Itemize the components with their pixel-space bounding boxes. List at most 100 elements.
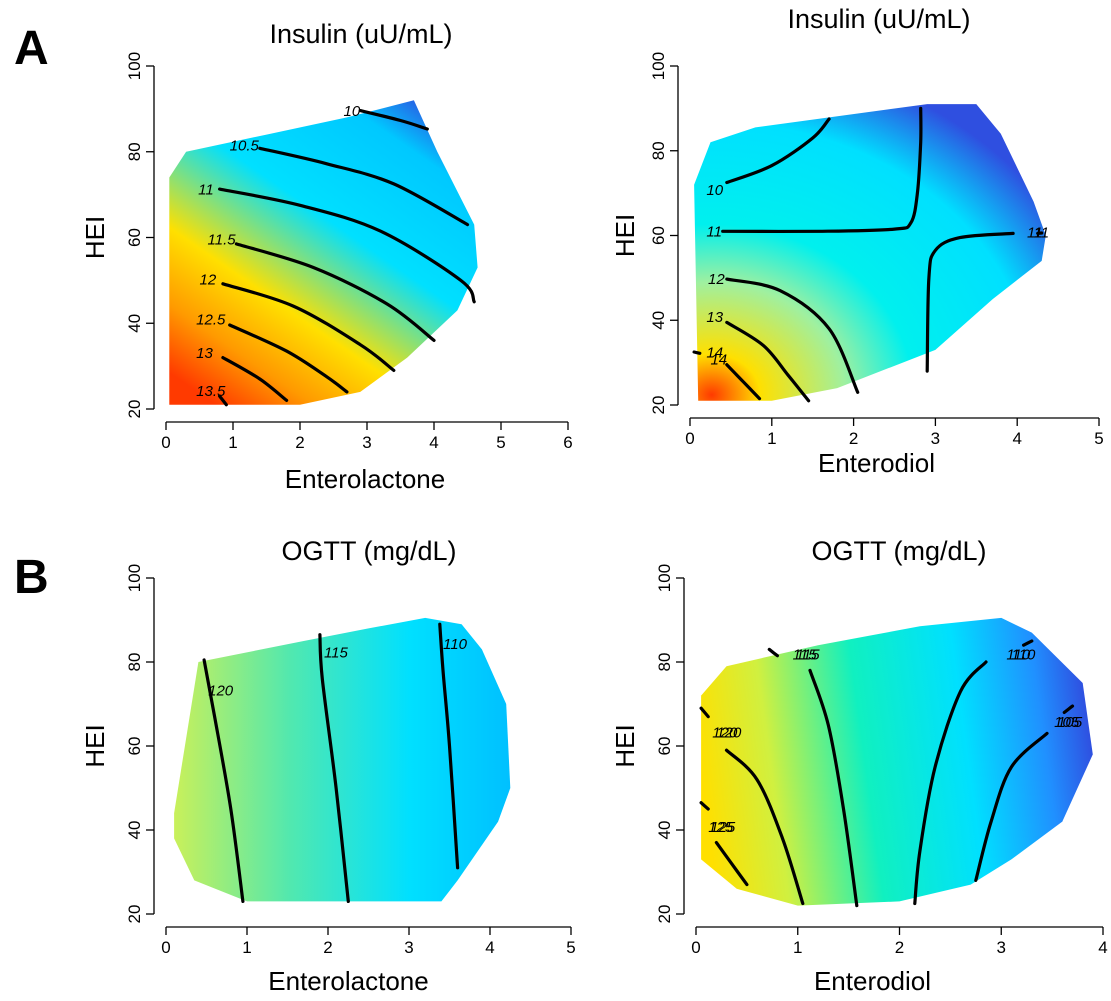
y-tick-label: 40: [125, 821, 144, 840]
y-tick-label: 80: [125, 142, 144, 161]
x-tick-label: 2: [323, 938, 332, 957]
contour-label: 125: [710, 819, 736, 836]
contour-line: [721, 106, 923, 234]
chart-3: 120 115 110 0 1 2 3 4 5 20 40 60 80 100 OGTT (mg/dL) En…: [80, 536, 576, 996]
contour-label: 110: [443, 636, 468, 653]
y-tick-label: 60: [655, 737, 674, 756]
y-tick-label: 60: [125, 228, 144, 247]
contour-line: [202, 658, 245, 903]
y-axis-label: HEI: [610, 724, 640, 767]
x-tick-label: 0: [161, 938, 170, 957]
y-tick-label: 80: [655, 653, 674, 672]
contour-label: 11: [706, 224, 722, 241]
contour-label: 13: [196, 345, 213, 362]
contour-label: 120: [712, 724, 738, 741]
y-tick-label: 80: [649, 141, 668, 160]
contour-label: 14: [706, 344, 723, 361]
x-tick-label: 0: [691, 938, 700, 957]
x-tick-label: 0: [685, 429, 694, 448]
contour-label: 11: [1027, 224, 1043, 241]
x-tick-label: 6: [563, 433, 572, 452]
contour-label: 120: [208, 682, 234, 699]
x-tick-label: 1: [228, 433, 237, 452]
contour-label: 120: [716, 724, 742, 741]
contour-line: [358, 109, 429, 131]
x-tick-label: 1: [767, 429, 776, 448]
x-tick-label: 4: [485, 938, 494, 957]
x-tick-label: 0: [161, 433, 170, 452]
contour-line: [228, 323, 349, 394]
x-tick-label: 2: [295, 433, 304, 452]
contour-label: 110: [1011, 647, 1036, 664]
chart-title: Insulin (uU/mL): [269, 19, 452, 49]
chart-title: OGTT (mg/dL): [811, 536, 986, 566]
chart-title: OGTT (mg/dL): [281, 536, 456, 566]
contour-label: 115: [793, 647, 818, 664]
contour-line: [1022, 639, 1034, 647]
contour-line: [714, 841, 749, 887]
x-tick-label: 1: [793, 938, 802, 957]
contour-line: [318, 633, 350, 903]
x-tick-label: 1: [242, 938, 251, 957]
contour-line: [438, 622, 460, 870]
contour-line: [699, 706, 710, 719]
heatmap-region: [169, 100, 478, 405]
x-axis-label: Enterolactone: [268, 966, 428, 996]
contour-label: 12.5: [196, 312, 226, 329]
x-tick-label: 2: [895, 938, 904, 957]
x-axis-label: Enterodiol: [818, 448, 935, 478]
x-tick-label: 4: [429, 433, 438, 452]
contour-label: 13.5: [196, 383, 226, 400]
contour-line: [724, 748, 805, 906]
y-axis-label: HEI: [80, 724, 110, 767]
heatmap-region: [694, 104, 1046, 401]
contour-label: 115: [324, 645, 349, 662]
y-tick-label: 20: [649, 396, 668, 415]
x-tick-label: 5: [496, 433, 505, 452]
y-tick-label: 60: [649, 226, 668, 245]
x-tick-label: 4: [1012, 429, 1021, 448]
y-tick-label: 100: [125, 52, 144, 80]
x-tick-label: 4: [1098, 938, 1107, 957]
y-tick-label: 40: [655, 821, 674, 840]
contour-line: [218, 187, 476, 304]
contour-label: 11.5: [208, 231, 237, 248]
contour-line: [767, 647, 779, 658]
contour-label: 115: [796, 647, 821, 664]
contour-line: [234, 242, 436, 342]
contour-line: [218, 394, 228, 407]
contour-label: 11: [1034, 224, 1050, 241]
contour-line: [913, 660, 988, 906]
y-axis-label: HEI: [610, 214, 640, 257]
contour-line: [725, 277, 860, 394]
x-tick-label: 5: [1094, 429, 1103, 448]
y-tick-label: 20: [655, 905, 674, 924]
contour-line: [725, 320, 811, 403]
y-tick-label: 100: [649, 52, 668, 80]
contour-line: [692, 350, 702, 355]
y-tick-label: 60: [125, 737, 144, 756]
contour-label: 10: [344, 103, 361, 120]
contour-label: 13: [706, 309, 723, 326]
contour-line: [974, 731, 1049, 882]
y-tick-label: 100: [655, 564, 674, 592]
contour-line: [221, 282, 396, 372]
contour-line: [725, 117, 831, 185]
y-tick-label: 80: [125, 653, 144, 672]
contour-line: [258, 146, 470, 227]
y-tick-label: 20: [125, 400, 144, 419]
x-tick-label: 5: [566, 938, 575, 957]
contour-label: 14: [710, 351, 727, 368]
contour-label: 10: [706, 182, 723, 199]
heatmap-region: [701, 617, 1093, 906]
contour-line: [1062, 704, 1075, 714]
x-axis-label: Enterolactone: [285, 464, 445, 494]
contour-label: 12: [200, 271, 217, 288]
x-tick-label: 3: [362, 433, 371, 452]
x-tick-label: 3: [404, 938, 413, 957]
y-tick-label: 40: [649, 311, 668, 330]
